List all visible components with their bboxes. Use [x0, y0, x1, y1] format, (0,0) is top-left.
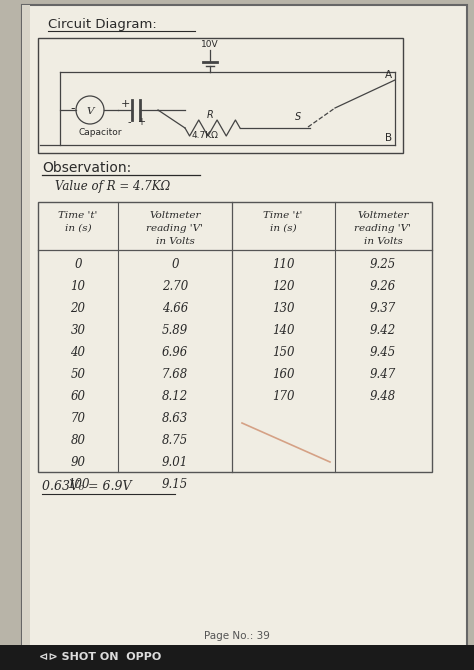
Text: 10: 10	[71, 279, 85, 293]
Text: 10V: 10V	[201, 40, 219, 49]
Text: Value of R = 4.7KΩ: Value of R = 4.7KΩ	[55, 180, 170, 193]
Text: 150: 150	[272, 346, 294, 358]
Text: 110: 110	[272, 257, 294, 271]
Text: reading 'V': reading 'V'	[146, 224, 203, 232]
Text: 100: 100	[67, 478, 89, 490]
Text: +: +	[137, 117, 145, 127]
Text: +: +	[121, 99, 130, 109]
Bar	[0, 645, 474, 670]
Text: -: -	[128, 117, 131, 127]
Text: in Volts: in Volts	[364, 237, 402, 245]
Text: V: V	[86, 107, 94, 115]
Text: 9.48: 9.48	[370, 389, 396, 403]
Text: Voltmeter: Voltmeter	[149, 210, 201, 220]
Text: 5.89: 5.89	[162, 324, 188, 336]
Text: Voltmeter: Voltmeter	[357, 210, 409, 220]
Text: 20: 20	[71, 302, 85, 314]
Text: 9.45: 9.45	[370, 346, 396, 358]
Bar	[22, 5, 30, 653]
Text: 8.12: 8.12	[162, 389, 188, 403]
Text: 9.15: 9.15	[162, 478, 188, 490]
Text: 9.47: 9.47	[370, 368, 396, 381]
Text: 9.01: 9.01	[162, 456, 188, 468]
Text: -: -	[71, 103, 75, 115]
Text: Time 't': Time 't'	[58, 210, 98, 220]
Text: Circuit Diagram:: Circuit Diagram:	[48, 18, 157, 31]
Bar	[38, 202, 432, 472]
Text: 8.63: 8.63	[162, 411, 188, 425]
Text: 0: 0	[171, 257, 179, 271]
Text: 4.7KΩ: 4.7KΩ	[191, 131, 219, 140]
Text: 170: 170	[272, 389, 294, 403]
Text: Capacitor: Capacitor	[78, 128, 122, 137]
Text: 7.68: 7.68	[162, 368, 188, 381]
Text: Observation:: Observation:	[42, 161, 131, 175]
Text: 2.70: 2.70	[162, 279, 188, 293]
Text: 0.63V₀ = 6.9V: 0.63V₀ = 6.9V	[42, 480, 131, 493]
Text: reading 'V': reading 'V'	[355, 224, 411, 232]
Text: 160: 160	[272, 368, 294, 381]
Bar	[38, 38, 403, 153]
Text: 9.25: 9.25	[370, 257, 396, 271]
Text: 80: 80	[71, 433, 85, 446]
Text: Page No.: 39: Page No.: 39	[204, 631, 270, 641]
Text: 30: 30	[71, 324, 85, 336]
Text: 0: 0	[74, 257, 82, 271]
Text: S: S	[295, 112, 301, 122]
Text: 130: 130	[272, 302, 294, 314]
Text: 120: 120	[272, 279, 294, 293]
Text: 9.26: 9.26	[370, 279, 396, 293]
Text: in Volts: in Volts	[155, 237, 194, 245]
Text: in (s): in (s)	[64, 224, 91, 232]
Text: ⊲⊳ SHOT ON  OPPO: ⊲⊳ SHOT ON OPPO	[39, 652, 161, 662]
Text: A: A	[385, 70, 392, 80]
Text: in (s): in (s)	[270, 224, 296, 232]
Text: 60: 60	[71, 389, 85, 403]
Text: 50: 50	[71, 368, 85, 381]
Text: 90: 90	[71, 456, 85, 468]
Text: 70: 70	[71, 411, 85, 425]
Text: R: R	[207, 110, 213, 120]
Text: 9.37: 9.37	[370, 302, 396, 314]
Text: 8.75: 8.75	[162, 433, 188, 446]
Text: B: B	[385, 133, 392, 143]
Text: 40: 40	[71, 346, 85, 358]
Text: 4.66: 4.66	[162, 302, 188, 314]
Text: 140: 140	[272, 324, 294, 336]
Text: Time 't': Time 't'	[264, 210, 303, 220]
Text: 9.42: 9.42	[370, 324, 396, 336]
Text: 6.96: 6.96	[162, 346, 188, 358]
